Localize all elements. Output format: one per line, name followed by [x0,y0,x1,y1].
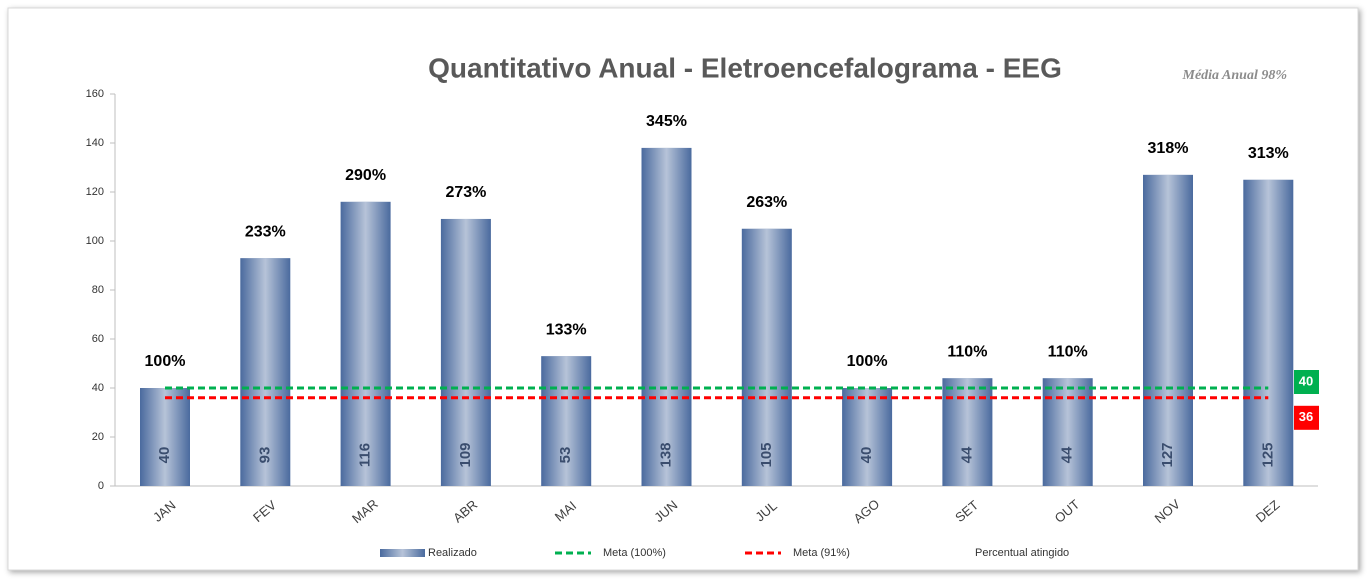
y-tick-label: 80 [92,284,104,296]
legend-shine [380,549,425,557]
meta-end-box [1294,370,1319,394]
legend-label: Meta (91%) [793,547,850,559]
y-tick-label: 20 [92,431,104,443]
y-tick-label: 160 [86,88,104,100]
bar-value-label: 127 [1159,442,1176,467]
bar-shine [1243,179,1294,486]
bar-shine [741,228,792,486]
bar-shine [641,147,692,486]
bar-shine [1042,378,1093,486]
bar-value-label: 105 [758,442,775,467]
bar-value-label: 40 [156,447,173,464]
legend-label: Meta (100%) [603,547,666,559]
percent-label: 110% [1048,343,1088,360]
percent-label: 290% [345,167,386,184]
bar-value-label: 116 [357,443,374,467]
bar-shine [541,356,592,486]
meta-end-label: 40 [1299,373,1313,388]
percent-label: 133% [546,321,587,338]
meta-end-box [1294,405,1319,430]
y-tick-label: 60 [92,333,104,345]
annotation: Média Anual 98% [1182,68,1288,83]
legend-label: Percentual atingido [975,547,1069,559]
y-tick-label: 100 [86,235,104,247]
bar-shine [140,388,190,486]
percent-label: 273% [445,184,486,201]
legend-label: Realizado [428,547,477,559]
y-tick-label: 120 [86,186,104,198]
bar-value-label: 44 [1059,446,1076,463]
y-tick-label: 0 [98,480,104,492]
percent-label: 110% [947,343,987,360]
percent-label: 345% [646,113,687,130]
bar-shine [240,258,291,486]
bar-shine [1143,174,1193,486]
percent-label: 100% [145,353,186,370]
bar-value-label: 138 [657,442,674,467]
percent-label: 318% [1148,140,1189,157]
percent-label: 263% [746,194,787,211]
bar-value-label: 109 [457,442,474,467]
bar-shine [440,218,491,486]
bar-value-label: 53 [557,447,574,464]
percent-label: 100% [847,353,888,370]
bar-value-label: 125 [1259,442,1276,467]
y-tick-label: 140 [86,137,104,149]
bar-value-label: 44 [958,446,975,463]
bar-shine [340,201,391,487]
y-tick-label: 40 [92,382,104,394]
percent-label: 313% [1248,145,1289,162]
bar-value-label: 40 [858,447,875,464]
meta-end-label: 36 [1299,409,1313,424]
bar-value-label: 93 [256,447,273,464]
percent-label: 233% [245,223,286,240]
bar-shine [942,378,993,486]
bar-shine [842,388,893,486]
chart-title: Quantitativo Anual - Eletroencefalograma… [428,52,1062,83]
